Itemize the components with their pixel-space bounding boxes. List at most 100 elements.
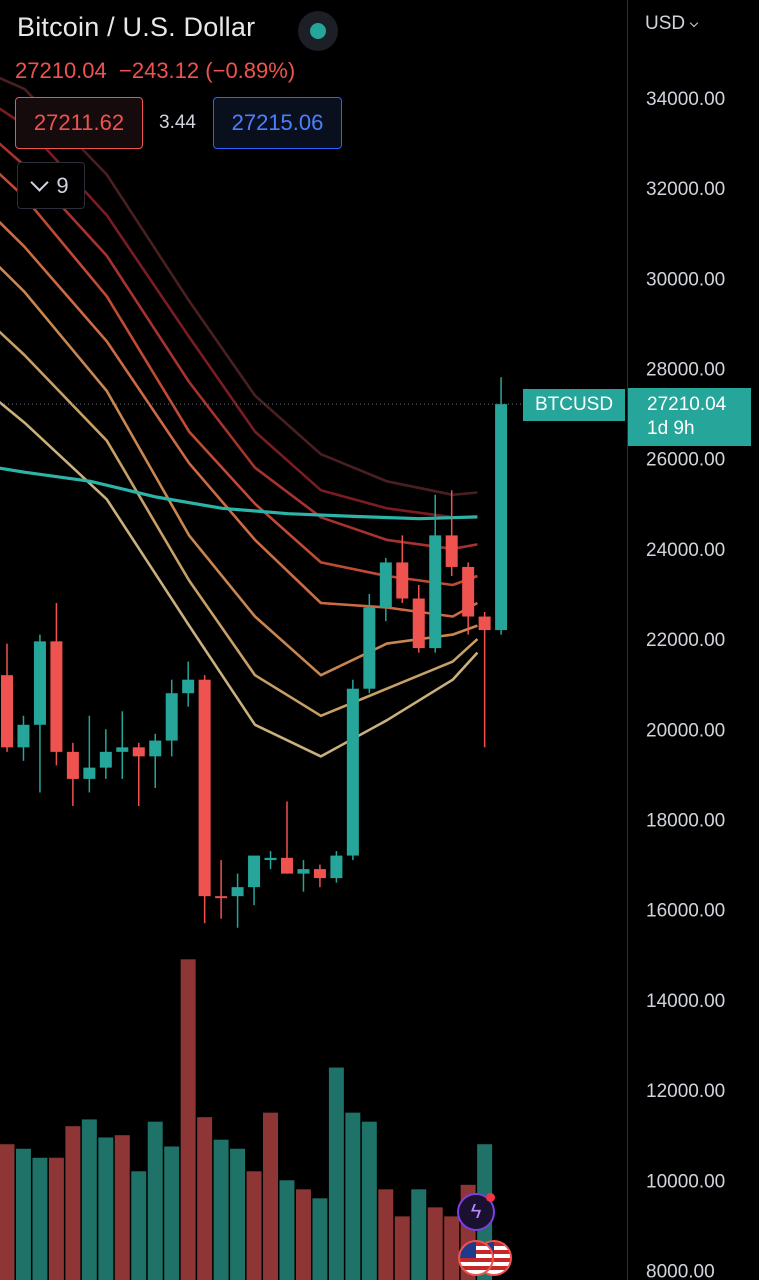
volume-bar: [48, 1157, 64, 1280]
symbol-header: Bitcoin / U.S. Dollar: [17, 12, 255, 43]
moving-average-line: [0, 466, 478, 521]
ribbon-line: [0, 265, 478, 677]
candle-body: [231, 887, 244, 897]
bar-countdown: 1d 9h: [647, 418, 695, 439]
candles: [1, 377, 508, 928]
price-tick-label: 32000.00: [646, 179, 725, 200]
volume-bar: [328, 1067, 344, 1280]
price-axis-ticks[interactable]: 34000.00 32000.00 30000.00 28000.00 26000.00…: [646, 89, 725, 1280]
volume-bar: [263, 1112, 278, 1280]
market-open-icon[interactable]: [298, 11, 338, 51]
ribbon-line: [0, 220, 479, 618]
volume-bar: [411, 1189, 427, 1280]
price-tick-label: 16000.00: [646, 901, 725, 922]
volume-bar: [0, 1144, 15, 1280]
volume-bars: [0, 959, 493, 1280]
ribbon-line: [0, 330, 479, 718]
volume-bar: [98, 1137, 114, 1280]
candle-body: [83, 767, 96, 779]
ribbon-line: [0, 107, 478, 519]
currency-label: USD: [645, 13, 686, 34]
ma-line: [0, 466, 478, 521]
candle-body: [149, 740, 162, 757]
candle-body: [462, 566, 475, 617]
price-tick-label: 8000.00: [646, 1262, 715, 1280]
price-tick-label: 24000.00: [646, 540, 725, 561]
volume-bar: [81, 1119, 97, 1280]
candle-body: [165, 693, 178, 741]
volume-bar: [230, 1148, 246, 1280]
price-tick-label: 12000.00: [646, 1081, 725, 1102]
candle-body: [248, 855, 261, 888]
volume-bar: [164, 1146, 180, 1280]
sell-price-button[interactable]: 27211.62: [15, 97, 143, 149]
chevron-down-icon: [30, 173, 50, 192]
price-tick-label: 34000.00: [646, 89, 725, 110]
candle-body: [264, 857, 277, 861]
price-tick-label: 22000.00: [646, 630, 725, 651]
volume-bar: [213, 1139, 229, 1280]
volume-bar: [180, 959, 196, 1280]
volume-bar: [114, 1135, 130, 1280]
quote-line: 27210.04 −243.12 (−0.89%): [15, 58, 295, 84]
candle-body: [363, 607, 376, 689]
price-tick-label: 28000.00: [646, 360, 725, 381]
volume-bar: [246, 1171, 262, 1280]
price-change: −243.12: [119, 58, 200, 83]
volume-bar: [312, 1198, 328, 1280]
volume-bar: [65, 1126, 81, 1280]
candle-body: [132, 747, 145, 757]
candle-body: [379, 562, 392, 608]
ribbon-line: [0, 400, 479, 758]
candle-body: [33, 641, 46, 725]
price-tick-label: 14000.00: [646, 991, 725, 1012]
indicators-toggle-button[interactable]: 9: [17, 162, 85, 209]
candle-body: [478, 616, 491, 631]
candle-body: [17, 724, 30, 748]
price-tick-label: 20000.00: [646, 720, 725, 741]
candle-body: [280, 857, 293, 874]
candle-body: [50, 641, 63, 752]
symbol-title[interactable]: Bitcoin / U.S. Dollar: [17, 12, 256, 42]
volume-bar: [197, 1117, 213, 1280]
volume-bar: [147, 1121, 163, 1280]
price-tick-label: 30000.00: [646, 269, 725, 290]
candle-body: [495, 404, 508, 631]
volume-bar: [427, 1207, 443, 1280]
volume-bar: [394, 1216, 410, 1280]
last-price-tag: 27210.04 1d 9h: [628, 388, 751, 446]
candle-body: [198, 679, 211, 897]
candle-body: [1, 675, 13, 748]
candle-body: [445, 535, 458, 567]
buy-price-button[interactable]: 27215.06: [213, 97, 342, 149]
candle-body: [99, 751, 112, 768]
us-flag-icon[interactable]: [458, 1240, 494, 1276]
ma-ribbon: [0, 76, 479, 758]
currency-selector[interactable]: USD: [645, 13, 699, 35]
candle-body: [215, 896, 228, 899]
candle-body: [396, 562, 409, 599]
price-tick-label: 18000.00: [646, 811, 725, 832]
last-price: 27210.04: [15, 58, 107, 83]
price-change-percent: (−0.89%): [205, 58, 296, 83]
candle-body: [116, 747, 129, 752]
volume-bar: [279, 1180, 295, 1280]
candle-body: [412, 598, 425, 649]
volume-bar: [345, 1112, 361, 1280]
candle-body: [330, 855, 343, 879]
symbol-price-tag: BTCUSD: [523, 389, 625, 421]
candle-body: [346, 688, 359, 856]
chevron-down-icon: [689, 18, 699, 27]
candle-body: [313, 869, 326, 879]
price-tick-label: 10000.00: [646, 1171, 725, 1192]
price-tick-label: 26000.00: [646, 450, 725, 471]
candle-body: [429, 535, 442, 649]
volume-bar: [361, 1121, 377, 1280]
lightning-icon[interactable]: ϟ: [457, 1193, 495, 1231]
volume-bar: [32, 1157, 48, 1280]
last-price-tag-value: 27210.04: [647, 394, 727, 415]
spread-value: 3.44: [159, 112, 196, 133]
indicator-count: 9: [56, 172, 69, 198]
volume-bar: [295, 1189, 311, 1280]
